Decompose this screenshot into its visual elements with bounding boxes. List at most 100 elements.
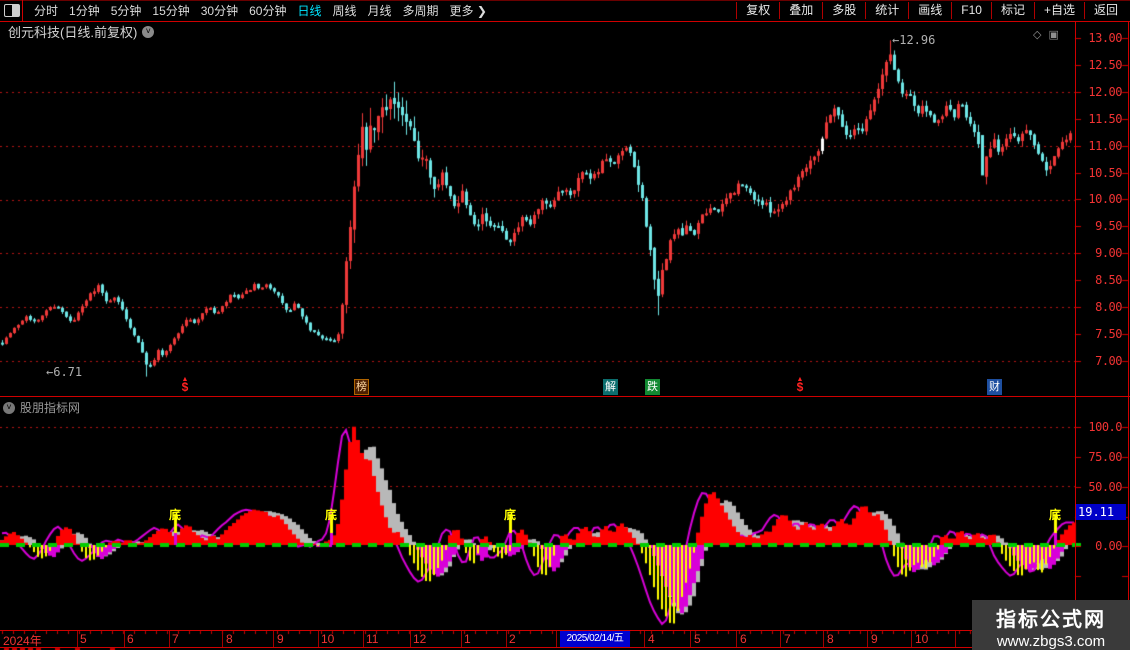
news-flag-2[interactable]: 解 [603, 379, 618, 395]
date-label-12: 5 [694, 632, 701, 646]
indicator-axis-label-1: 75.00 [1088, 450, 1122, 464]
chart-corner-icons: ◇ ▣ [1033, 28, 1059, 41]
indicator-axis-label-3: 0.00 [1095, 539, 1122, 553]
period-menu-item-2[interactable]: 5分钟 [110, 4, 142, 18]
tool-menu-item-4[interactable]: 画线 [908, 2, 951, 19]
date-separator-0 [77, 631, 78, 647]
title-dropdown-icon[interactable]: ˅ [142, 25, 155, 38]
indicator-axis-label-2: 50.00 [1088, 480, 1122, 494]
period-menu-item-3[interactable]: 15分钟 [152, 4, 190, 18]
tool-menu-item-5[interactable]: F10 [951, 2, 991, 19]
date-label-4: 8 [226, 632, 233, 646]
tool-menu-item-1[interactable]: 叠加 [779, 2, 822, 19]
tool-menu-item-7[interactable]: +自选 [1033, 2, 1084, 19]
date-axis-top-border [0, 630, 1130, 631]
bottom-signal-label-3: 底 [1048, 508, 1062, 522]
high-price-label: ←12.96 [892, 33, 936, 47]
period-menu-item-5[interactable]: 60分钟 [249, 4, 287, 18]
watermark-url: www.zbgs3.com [996, 633, 1106, 650]
bottom-signal-label-2: 底 [503, 508, 517, 522]
date-separator-6 [363, 631, 364, 647]
tool-menu: 复权 叠加 多股 统计 画线 F10 标记 +自选 返回 [736, 0, 1127, 21]
date-axis[interactable]: 2025/02/14/五 2024年 5 6 7 8 9 10 11 12 1 2 4 5 6 7 8 9 10 [0, 631, 1130, 648]
period-menu-item-8[interactable]: 月线 [367, 4, 392, 18]
menu-underline [0, 21, 1130, 22]
period-menu-item-10[interactable]: 更多 ❯ [449, 4, 487, 18]
date-label-6: 10 [321, 632, 335, 646]
date-label-2: 6 [127, 632, 134, 646]
pane-separator [0, 396, 1130, 397]
window-right-border [1128, 21, 1129, 650]
axis-left-border [1075, 21, 1076, 630]
date-separator-16 [867, 631, 868, 647]
date-separator-18 [955, 631, 956, 647]
bottom-signal-label-0: 底 [168, 508, 182, 522]
watermark-title: 指标公式网 [996, 609, 1106, 631]
selected-date-badge: 2025/02/14/五 [560, 631, 630, 647]
news-flag-5[interactable]: 财 [987, 379, 1002, 395]
price-axis-label-3: 11.50 [1088, 111, 1122, 126]
date-label-14: 7 [784, 632, 791, 646]
news-flag-1[interactable]: 榜 [354, 379, 369, 395]
date-axis-bottom-border [0, 647, 1130, 648]
date-separator-17 [911, 631, 912, 647]
bottom-signal-label-1: 底 [324, 508, 338, 522]
date-separator-9 [506, 631, 507, 647]
tool-menu-item-0[interactable]: 复权 [736, 2, 779, 19]
tool-menu-item-8[interactable]: 返回 [1083, 2, 1127, 19]
date-label-5: 9 [277, 632, 284, 646]
period-menu-item-6[interactable]: 日线 [297, 4, 322, 18]
date-label-16: 9 [871, 632, 878, 646]
panel-icon[interactable]: ▣ [1048, 29, 1059, 41]
tool-menu-item-6[interactable]: 标记 [990, 2, 1034, 19]
arrow-up-icon: ▲ [796, 376, 804, 383]
price-axis-label-6: 10.00 [1088, 192, 1122, 207]
price-axis-label-8: 9.00 [1095, 246, 1122, 261]
price-axis-label-12: 7.00 [1095, 353, 1122, 368]
price-axis-label-9: 8.50 [1095, 273, 1122, 288]
period-menu-item-7[interactable]: 周线 [332, 4, 357, 18]
watermark: 指标公式网 www.zbgs3.com [972, 600, 1130, 650]
indicator-header: ˅ 股朋指标网 [3, 399, 80, 416]
signal-flag-dollar-4[interactable]: ▲ $ [796, 376, 804, 394]
date-label-0: 2024年 [3, 634, 42, 648]
date-label-9: 1 [464, 632, 471, 646]
signal-flag-dollar-0[interactable]: ▲ $ [181, 376, 189, 394]
price-axis-label-5: 10.50 [1088, 165, 1122, 180]
price-axis-label-2: 12.00 [1088, 84, 1122, 99]
date-separator-3 [222, 631, 223, 647]
date-separator-11 [644, 631, 645, 647]
date-label-8: 12 [413, 632, 427, 646]
date-label-17: 10 [915, 632, 929, 646]
tool-menu-item-3[interactable]: 统计 [865, 2, 908, 19]
window-top-border [0, 0, 1130, 1]
diamond-icon[interactable]: ◇ [1033, 29, 1042, 41]
date-separator-4 [273, 631, 274, 647]
period-menu-item-0[interactable]: 分时 [34, 4, 59, 18]
low-price-label: ←6.71 [46, 365, 83, 379]
price-axis-label-10: 8.00 [1095, 300, 1122, 314]
date-label-11: 4 [648, 632, 655, 646]
layout-panel-icon[interactable] [4, 4, 20, 17]
period-menu-item-1[interactable]: 1分钟 [69, 4, 100, 18]
date-separator-13 [736, 631, 737, 647]
date-label-15: 8 [827, 632, 834, 646]
date-separator-5 [318, 631, 319, 647]
indicator-collapse-icon[interactable]: ˅ [3, 401, 15, 414]
tool-menu-item-2[interactable]: 多股 [822, 2, 865, 19]
price-axis-label-11: 7.50 [1095, 326, 1122, 341]
date-separator-10 [556, 631, 557, 647]
top-menu-bar: 分时 1分钟 5分钟 15分钟 30分钟 60分钟 日线 周线 月线 多周期 更多 ❯ 复权 叠加 多股… [0, 0, 1130, 21]
period-menu: 分时 1分钟 5分钟 15分钟 30分钟 60分钟 日线 周线 月线 多周期 更多 ❯ [34, 2, 498, 19]
period-menu-item-9[interactable]: 多周期 [402, 4, 439, 18]
arrow-up-icon: ▲ [181, 376, 189, 383]
date-separator-15 [823, 631, 824, 647]
topbar-icon-separator [22, 0, 23, 21]
period-menu-item-4[interactable]: 30分钟 [200, 4, 239, 18]
price-axis-label-7: 9.50 [1095, 219, 1122, 234]
price-axis-label-0: 13.00 [1088, 31, 1122, 45]
date-label-1: 5 [80, 632, 87, 646]
date-separator-7 [410, 631, 411, 647]
news-flag-3[interactable]: 跌 [645, 379, 660, 395]
